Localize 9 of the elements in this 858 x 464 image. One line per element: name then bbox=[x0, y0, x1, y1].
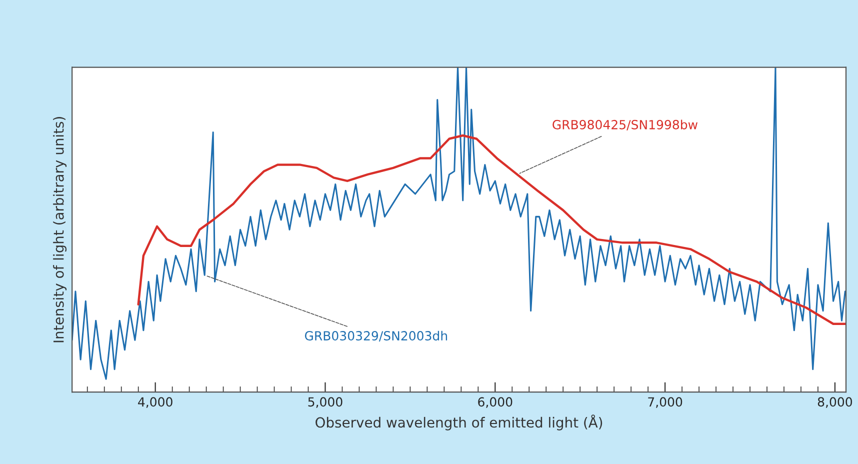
text: GRB980425/SN1998bw bbox=[552, 120, 698, 130]
x-tick-label: 5,000 bbox=[308, 397, 342, 408]
x-tick-label: 7,000 bbox=[648, 397, 682, 408]
x-tick-label: 6,000 bbox=[478, 397, 512, 408]
y-axis-title: Intensity of light (arbitrary units) bbox=[53, 116, 67, 342]
x-tick-label: 4,000 bbox=[138, 397, 172, 408]
text: GRB030329/SN2003dh bbox=[304, 330, 448, 342]
x-axis-title: Observed wavelength of emitted light (Å) bbox=[316, 414, 602, 430]
x-tick-label: 8,000 bbox=[818, 397, 852, 408]
